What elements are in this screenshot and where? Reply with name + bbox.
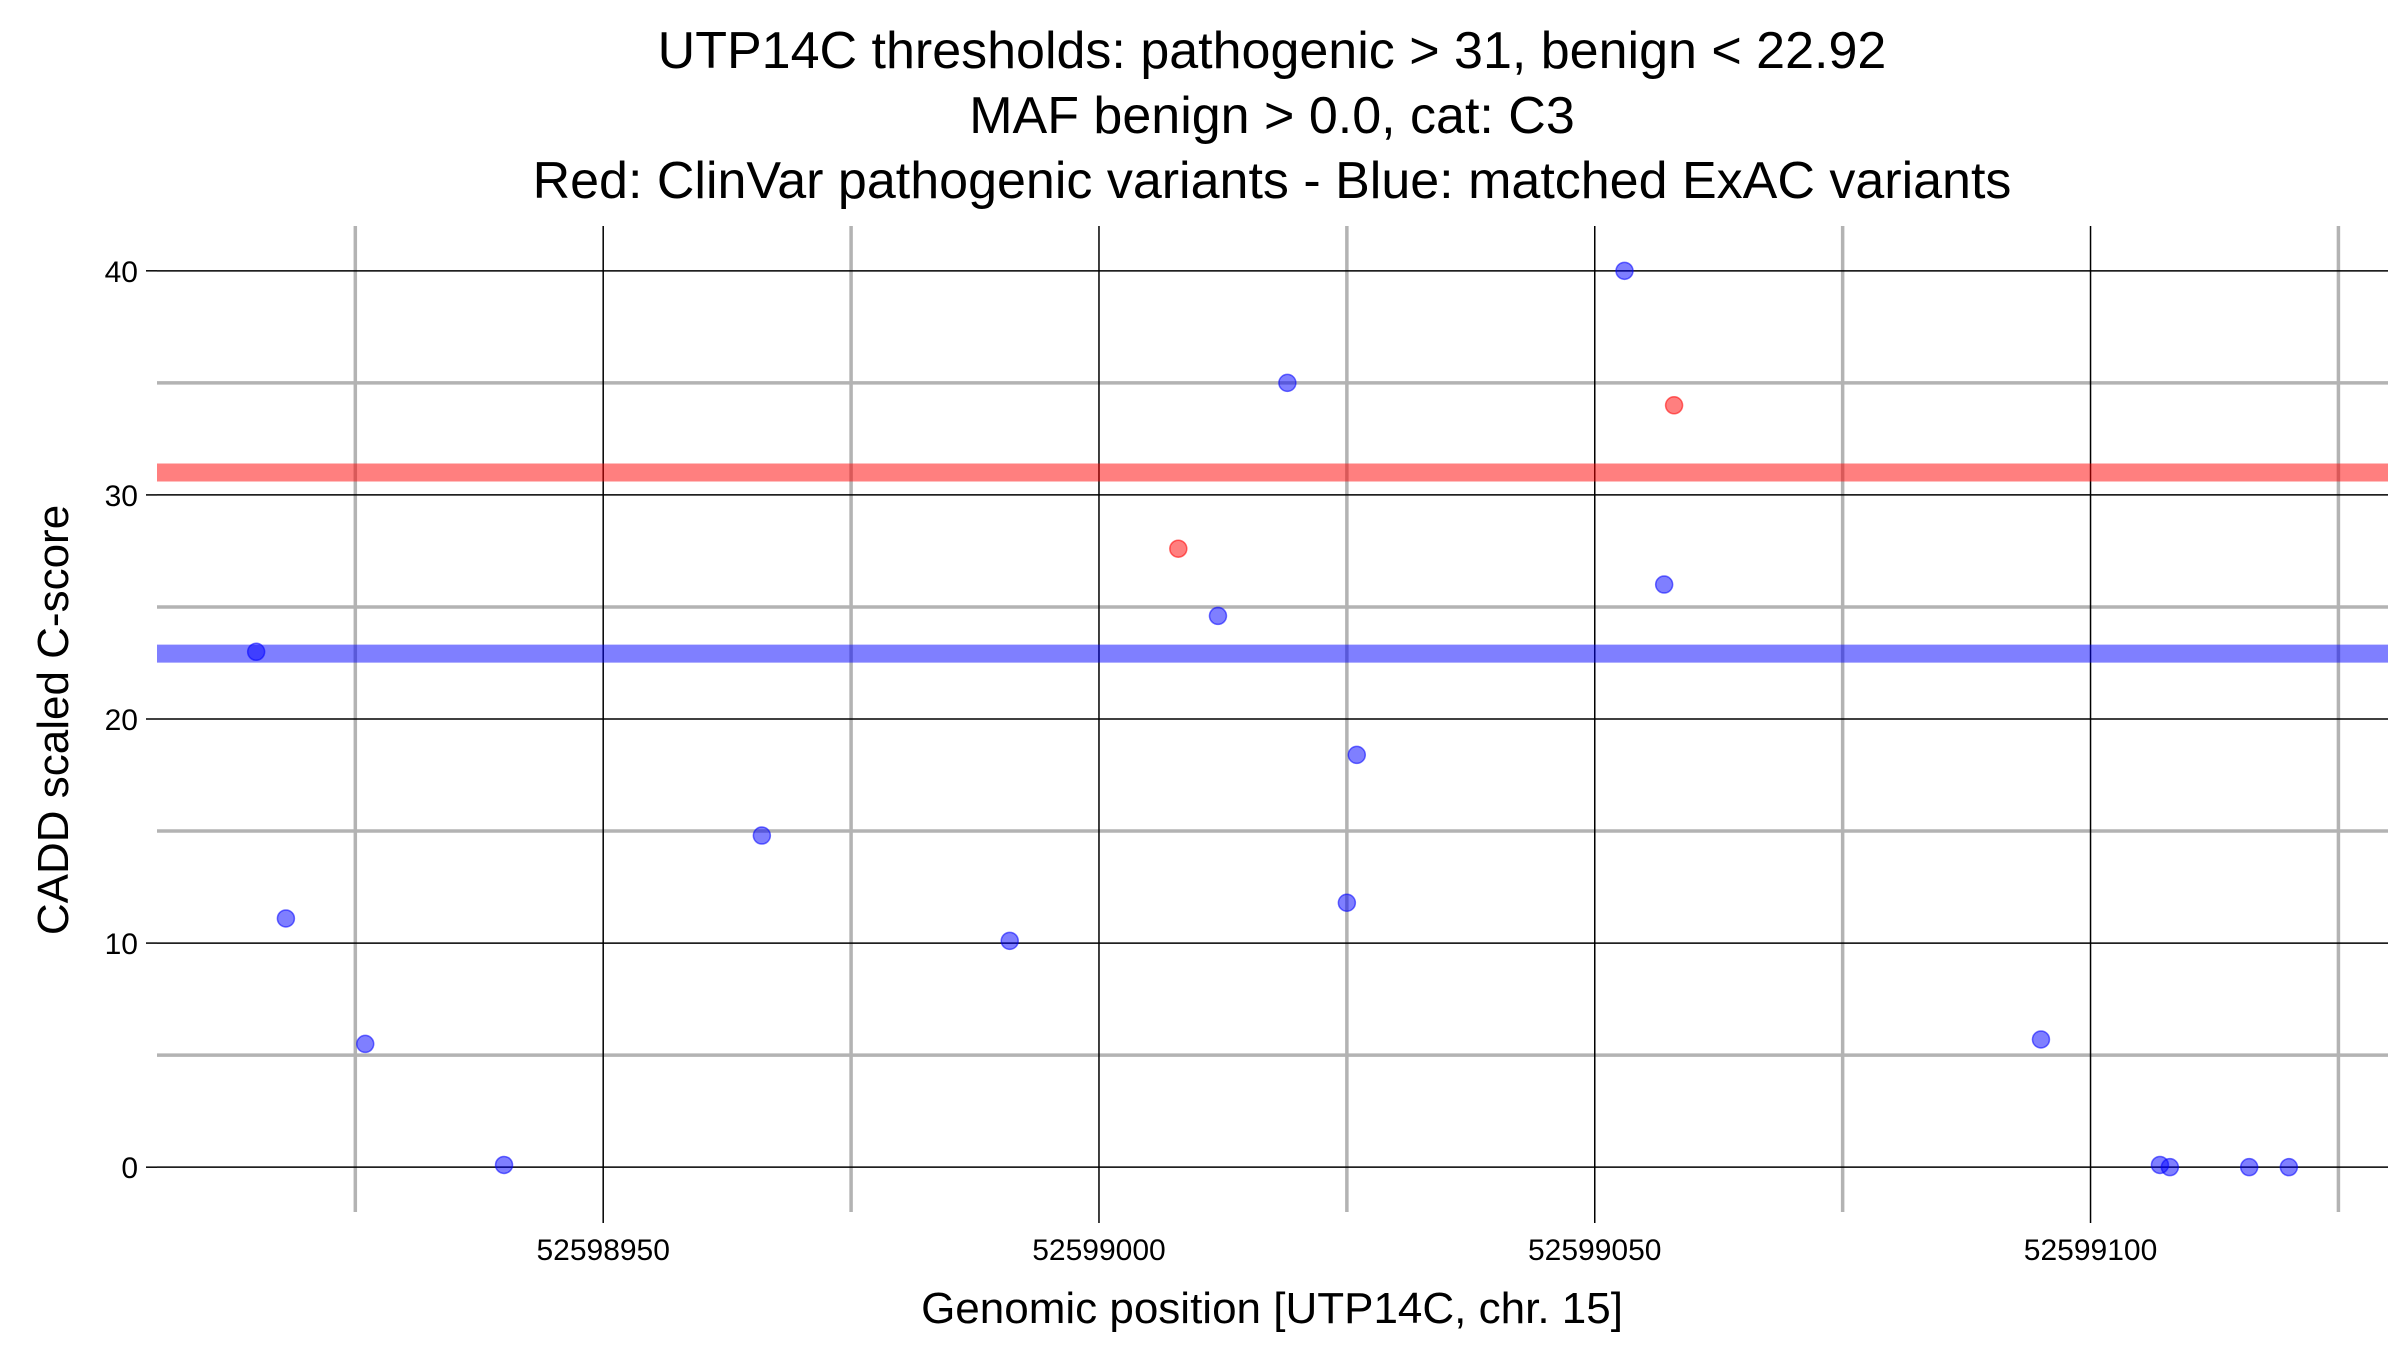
chart-title: UTP14C thresholds: pathogenic > 31, beni… — [533, 22, 2012, 210]
blue-point-5 — [1000, 931, 1019, 951]
threshold-lines — [157, 463, 2388, 663]
y-axis-title: CADD scaled C-score — [29, 505, 78, 935]
blue-point-9 — [1347, 745, 1367, 765]
blue-point-10 — [1615, 261, 1634, 281]
y-axis: 0 10 20 30 40 — [105, 256, 157, 1185]
blue-point-7 — [1278, 373, 1297, 393]
x-tick-label-0: 52598950 — [536, 1234, 669, 1267]
blue-point-3 — [494, 1155, 514, 1175]
chart-title-line-1: UTP14C thresholds: pathogenic > 31, beni… — [658, 22, 1887, 80]
x-axis-title: Genomic position [UTP14C, chr. 15] — [921, 1284, 1623, 1333]
x-tick-label-3: 52599100 — [2024, 1234, 2157, 1267]
chart-title-line-3: Red: ClinVar pathogenic variants - Blue:… — [533, 152, 2012, 210]
y-tick-label-2: 20 — [105, 704, 138, 737]
blue-point-8 — [1337, 893, 1357, 913]
x-axis: 52598950 52599000 52599050 52599100 — [536, 1212, 2157, 1267]
y-tick-label-4: 40 — [105, 256, 138, 289]
x-tick-label-1: 52599000 — [1032, 1234, 1165, 1267]
blue-point-6 — [1208, 606, 1228, 626]
blue-point-15 — [2239, 1157, 2259, 1177]
y-tick-label-1: 10 — [105, 928, 138, 961]
red-point-1 — [1664, 396, 1684, 415]
red-point-0 — [1169, 539, 1188, 558]
chart-title-line-2: MAF benign > 0.0, cat: C3 — [969, 87, 1575, 145]
blue-point-11 — [1654, 575, 1674, 594]
data-points — [246, 261, 2299, 1177]
major-gridlines — [157, 226, 2388, 1212]
blue-point-12 — [2031, 1030, 2051, 1049]
blue-point-0 — [246, 642, 266, 662]
blue-point-2 — [355, 1034, 375, 1054]
blue-point-4 — [752, 826, 772, 845]
y-tick-label-0: 0 — [121, 1152, 138, 1185]
blue-point-14 — [2160, 1157, 2180, 1177]
x-tick-label-2: 52599050 — [1528, 1234, 1661, 1267]
blue-point-16 — [2279, 1157, 2299, 1177]
y-tick-label-3: 30 — [105, 480, 138, 513]
blue-point-1 — [276, 909, 296, 928]
